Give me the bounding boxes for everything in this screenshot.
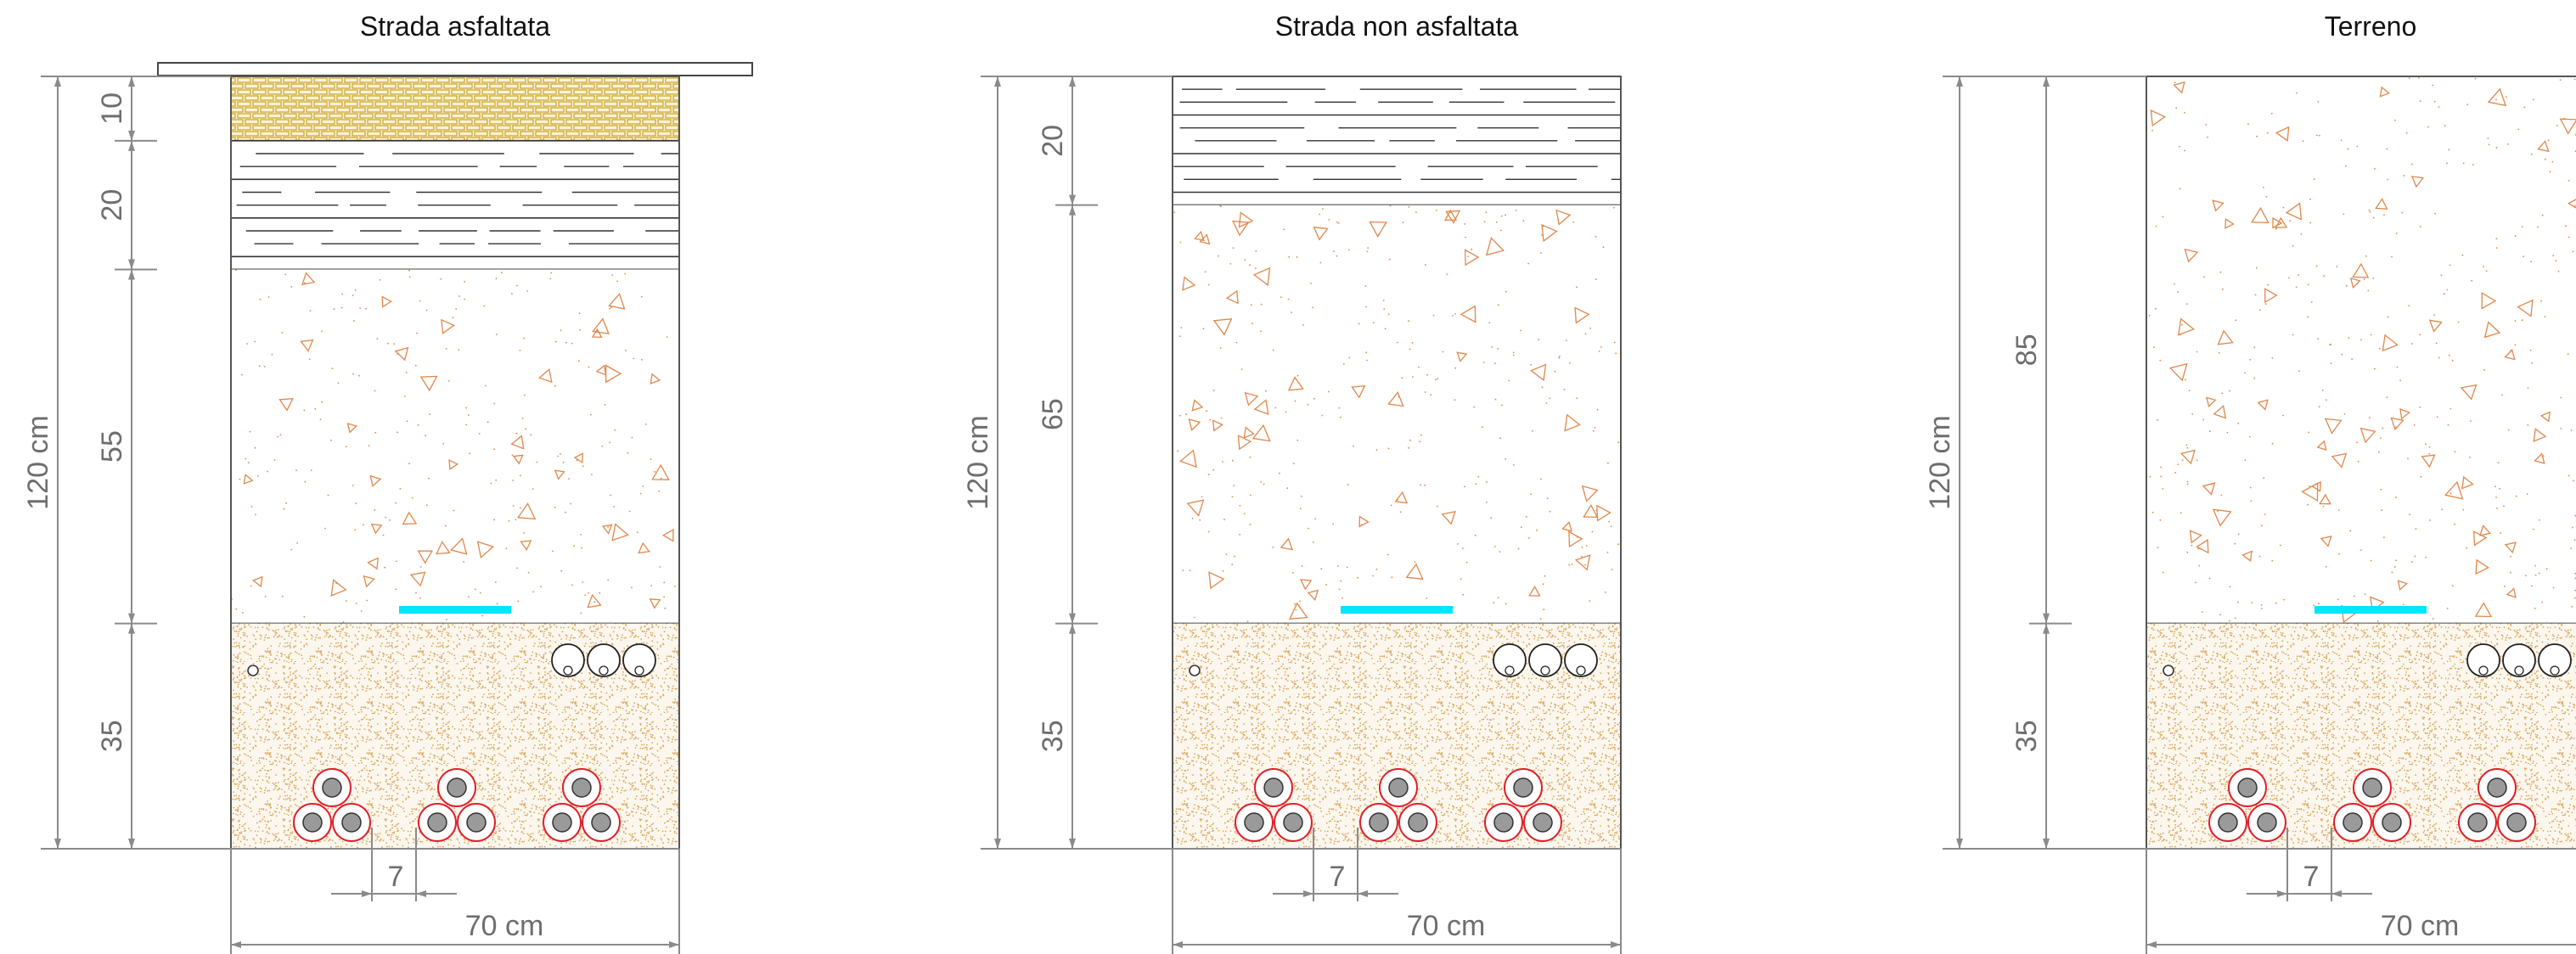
marker-pipe bbox=[2163, 665, 2174, 676]
layer-base bbox=[231, 140, 679, 271]
duct-inner bbox=[563, 665, 573, 676]
cable-conductor bbox=[447, 777, 467, 798]
cable-conductor bbox=[2487, 777, 2507, 798]
layer-depth-label: 85 bbox=[2011, 334, 2043, 366]
duct-circle bbox=[2502, 643, 2536, 677]
duct-circle bbox=[622, 643, 656, 677]
cable-conductor bbox=[427, 812, 447, 833]
duct-circle bbox=[587, 643, 621, 677]
cable-conductor bbox=[1369, 812, 1389, 833]
cable-conductor bbox=[2257, 812, 2277, 833]
duct-inner bbox=[2514, 665, 2524, 676]
duct-inner bbox=[634, 665, 644, 676]
duct-circle bbox=[1528, 643, 1562, 677]
cable-conductor bbox=[341, 812, 362, 833]
road-surface-slab bbox=[157, 62, 753, 76]
cable-conductor bbox=[2506, 812, 2527, 833]
duct-inner bbox=[2478, 665, 2489, 676]
layer-base bbox=[1173, 76, 1621, 206]
section-asfaltata: Strada asfaltata 120 cm 10 20 55 35 70 cm 7 bbox=[22, 11, 753, 954]
duct-inner bbox=[1505, 665, 1515, 676]
duct-inner bbox=[599, 665, 609, 676]
marker-pipe bbox=[247, 665, 259, 676]
layer-depth-label: 55 bbox=[96, 430, 128, 463]
cable-conductor bbox=[1493, 812, 1514, 833]
cable-conductor bbox=[2237, 777, 2258, 798]
cable-conductor bbox=[1244, 812, 1264, 833]
warning-tape bbox=[2314, 606, 2427, 614]
section-non-asfaltata: Strada non asfaltata 120 cm 20 65 35 70 cm 7 bbox=[962, 11, 1622, 954]
section-title: Strada non asfaltata bbox=[1275, 11, 1519, 42]
layer-gravel bbox=[1173, 205, 1622, 625]
cable-conductor bbox=[2467, 812, 2488, 833]
total-depth-label: 120 cm bbox=[22, 415, 54, 510]
cable-conductor bbox=[1263, 777, 1284, 798]
duct-inner bbox=[2550, 665, 2560, 676]
layer-depth-label: 10 bbox=[96, 93, 128, 125]
cable-conductor bbox=[1513, 777, 1533, 798]
layer-depth-label: 35 bbox=[2011, 720, 2043, 752]
layer-gravel bbox=[2146, 76, 2576, 625]
duct-circle bbox=[2466, 643, 2500, 677]
width-label: 70 cm bbox=[465, 910, 544, 942]
layer-depth-label: 20 bbox=[1037, 125, 1069, 157]
cable-conductor bbox=[1533, 812, 1553, 833]
section-title: Strada asfaltata bbox=[360, 11, 550, 42]
cable-conductor bbox=[591, 812, 611, 833]
marker-pipe bbox=[1189, 665, 1201, 676]
layer-depth-label: 65 bbox=[1037, 398, 1069, 430]
cable-conductor bbox=[302, 812, 323, 833]
spacing-label: 7 bbox=[1330, 861, 1346, 893]
cable-conductor bbox=[1388, 777, 1409, 798]
cable-conductor bbox=[466, 812, 487, 833]
layer-gravel bbox=[230, 269, 679, 625]
warning-tape bbox=[1341, 606, 1453, 614]
warning-tape bbox=[399, 606, 511, 614]
duct-circle bbox=[2538, 643, 2572, 677]
layer-depth-label: 20 bbox=[96, 189, 128, 222]
spacing-label: 7 bbox=[2303, 861, 2320, 893]
duct-inner bbox=[1576, 665, 1586, 676]
cable-conductor bbox=[2362, 777, 2382, 798]
width-label: 70 cm bbox=[2381, 910, 2460, 942]
cable-conductor bbox=[2343, 812, 2363, 833]
layer-depth-label: 35 bbox=[1037, 720, 1069, 752]
spacing-label: 7 bbox=[388, 861, 404, 893]
duct-circle bbox=[1493, 643, 1527, 677]
cable-conductor bbox=[571, 777, 592, 798]
cable-conductor bbox=[2382, 812, 2402, 833]
duct-circle bbox=[1564, 643, 1598, 677]
width-label: 70 cm bbox=[1407, 910, 1486, 942]
duct-inner bbox=[1540, 665, 1550, 676]
cable-conductor bbox=[322, 777, 342, 798]
section-title: Terreno bbox=[2325, 11, 2417, 42]
cable-conductor bbox=[2218, 812, 2238, 833]
duct-circle bbox=[551, 643, 585, 677]
layer-asphalt bbox=[231, 76, 679, 142]
layer-depth-label: 35 bbox=[96, 720, 128, 752]
cable-conductor bbox=[1408, 812, 1428, 833]
section-terreno: Terreno 120 cm 85 35 70 cm 7 bbox=[1924, 11, 2576, 954]
cable-conductor bbox=[552, 812, 572, 833]
total-depth-label: 120 cm bbox=[962, 415, 994, 510]
cable-conductor bbox=[1283, 812, 1303, 833]
total-depth-label: 120 cm bbox=[1924, 415, 1956, 510]
